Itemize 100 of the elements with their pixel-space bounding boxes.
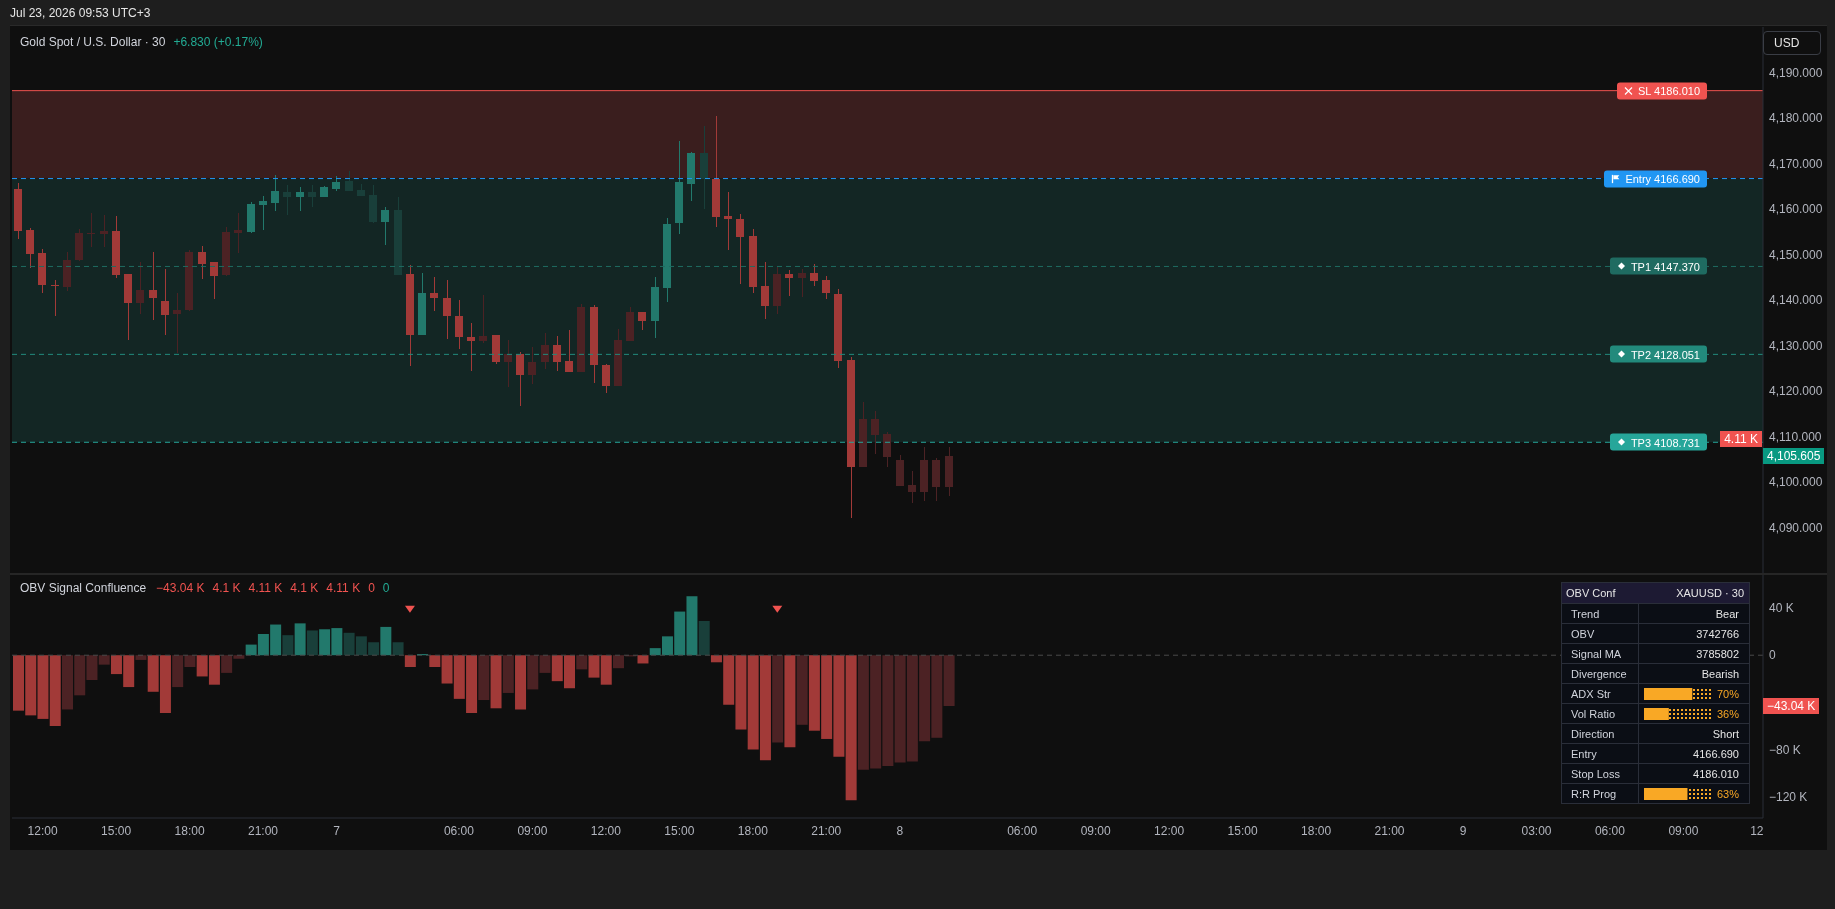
x-tick-label: 06:00 <box>443 823 475 838</box>
bar <box>306 630 318 656</box>
bar <box>49 655 61 726</box>
y-tick-label: 40 K <box>1769 601 1794 616</box>
candlestick <box>87 212 95 248</box>
bar <box>943 655 955 706</box>
data-label: 4186.010 <box>1693 767 1739 780</box>
x-tick-label: 21:00 <box>811 823 842 838</box>
category-label: R:R Prog <box>1571 787 1617 800</box>
y-tick-label: −80 K <box>1769 742 1801 757</box>
y-tick-label: −120 K <box>1769 789 1808 804</box>
category-label: Entry <box>1571 747 1597 760</box>
data-label: 3785802 <box>1696 647 1739 660</box>
candlestick <box>467 323 475 372</box>
bar <box>404 655 416 668</box>
x-tick-label: 06:00 <box>1007 823 1038 838</box>
x-tick-label: 09:00 <box>1080 823 1111 838</box>
bar <box>294 623 306 656</box>
x-tick-label: 15:00 <box>664 823 695 838</box>
category-label: Signal MA <box>1571 647 1622 660</box>
currency-button: USD <box>1763 31 1821 55</box>
candlestick <box>51 279 59 317</box>
bar <box>502 655 514 693</box>
x-tick-label: 21:00 <box>248 823 279 838</box>
y-tick-label: 4,170.000 <box>1769 156 1823 171</box>
annotation: 4.11 K <box>248 581 283 595</box>
y-tick-label: 4,130.000 <box>1769 338 1823 353</box>
bar <box>772 655 784 743</box>
x-tick-label: 12:00 <box>27 823 58 838</box>
y-tick-label: 4,110.000 <box>1769 429 1822 444</box>
annotation: 4.11 K <box>326 581 361 595</box>
x-tick-label: 15:00 <box>101 823 132 838</box>
x-tick-label: 18:00 <box>737 823 769 838</box>
bar <box>515 655 527 710</box>
y-tick-label: 4,160.000 <box>1769 202 1823 216</box>
y-tick-label: 0 <box>1769 648 1776 663</box>
bar <box>576 655 588 670</box>
data-label: 36% <box>1716 707 1739 720</box>
y-tick-label: 4,190.000 <box>1769 65 1823 80</box>
annotation: 4.11 K <box>1724 432 1758 447</box>
candlestick <box>100 215 108 248</box>
bar <box>490 655 502 709</box>
bar <box>98 655 110 665</box>
y-tick-label: 4,150.000 <box>1769 247 1823 262</box>
bar <box>429 655 441 668</box>
data-label: 63% <box>1716 787 1739 800</box>
category-label: Stop Loss <box>1571 767 1620 780</box>
text: Gold Spot / U.S. Dollar · 30 <box>20 35 166 49</box>
x-tick-label: 12:00 <box>590 823 622 838</box>
bar <box>637 655 649 664</box>
x-tick-label: 18:00 <box>1301 823 1332 838</box>
annotation: 0 <box>368 581 375 595</box>
category-label: OBV <box>1571 627 1595 640</box>
ref-line-label: TP1 4147.370 <box>1630 260 1700 273</box>
x-tick-label: 7 <box>333 823 341 838</box>
annotation: 4.1 K <box>212 581 241 595</box>
annotation: −43.04 K <box>156 581 205 595</box>
text: −43.04 K <box>1767 698 1816 713</box>
ref-line-label: SL 4186.010 <box>1638 84 1700 97</box>
y-tick-label: 4,120.000 <box>1769 384 1823 398</box>
bar <box>392 642 404 656</box>
bar <box>135 655 147 660</box>
x-tick-label: 06:00 <box>1594 823 1626 838</box>
text: XAUUSD · 30 <box>1676 587 1744 599</box>
data-label: 70% <box>1716 687 1739 700</box>
candlestick <box>724 192 732 250</box>
data-label: Bear <box>1715 607 1739 620</box>
x-tick-label: 21:00 <box>1374 823 1405 838</box>
ref-line-label: TP2 4128.051 <box>1630 348 1700 361</box>
x-tick-label: 9 <box>1459 823 1467 838</box>
candlestick <box>234 212 242 254</box>
annotation: 4.1 K <box>290 581 319 595</box>
bar <box>796 655 808 725</box>
category-label: ADX Str <box>1571 687 1611 700</box>
x-tick-label: 09:00 <box>1668 823 1699 838</box>
bar <box>478 655 490 701</box>
data-label: Bearish <box>1701 667 1739 680</box>
annotation: 0 <box>382 581 390 595</box>
x-tick-label: 15:00 <box>1227 823 1258 838</box>
category-label: Vol Ratio <box>1571 707 1616 720</box>
data-label: Short <box>1712 727 1739 740</box>
y-tick-label: 4,090.000 <box>1769 520 1823 535</box>
bar <box>845 655 857 801</box>
candlestick <box>479 294 487 343</box>
bar <box>282 635 294 656</box>
text: Jul 23, 2026 09:53 UTC+3 <box>10 6 151 20</box>
category-label: Divergence <box>1571 667 1627 680</box>
y-tick-label: 4,100.000 <box>1769 475 1823 489</box>
x-tick-label: 12 <box>1750 823 1764 838</box>
category-label: Trend <box>1571 607 1600 620</box>
text: OBV Conf <box>1566 587 1616 599</box>
y-tick-label: 4,140.000 <box>1769 293 1823 307</box>
text: 4,105.605 <box>1767 449 1821 464</box>
category-label: Direction <box>1571 727 1615 740</box>
x-tick-label: 12:00 <box>1154 823 1185 838</box>
x-tick-label: 8 <box>896 823 904 838</box>
text: OBV Signal Confluence <box>20 581 147 595</box>
bar <box>612 655 624 669</box>
data-label: 3742766 <box>1696 627 1739 640</box>
candlestick <box>149 252 157 320</box>
